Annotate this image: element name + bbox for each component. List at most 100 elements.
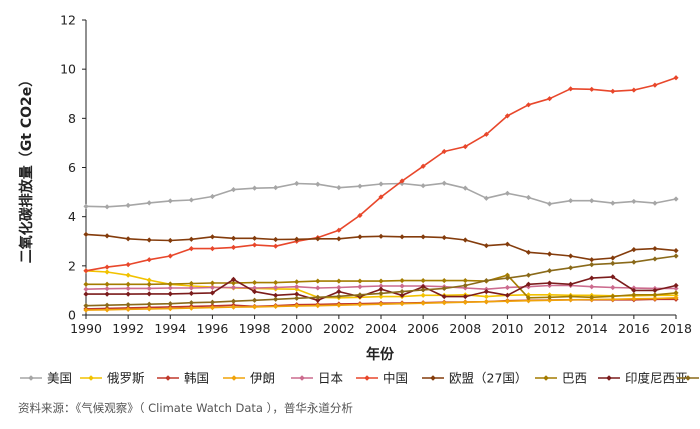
data-point [315, 236, 321, 242]
data-point [104, 307, 110, 313]
legend-swatch-marker [430, 375, 436, 381]
x-tick-label: 2004 [365, 321, 397, 336]
data-point [230, 280, 237, 286]
data-point [504, 113, 511, 119]
data-point [336, 284, 342, 291]
data-point [167, 306, 173, 312]
data-point [568, 281, 574, 287]
x-tick-label: 2006 [407, 321, 439, 336]
data-point [378, 286, 384, 292]
data-point [504, 241, 511, 247]
data-point [568, 86, 574, 92]
y-tick-label: 0 [68, 308, 76, 323]
data-point [399, 283, 405, 289]
legend-swatch-marker [299, 375, 305, 381]
data-point [167, 301, 173, 307]
data-point [673, 196, 679, 202]
legend-label: 伊朗 [250, 371, 275, 386]
x-tick-label: 2012 [534, 321, 566, 336]
data-point [378, 290, 384, 296]
data-point [230, 304, 237, 310]
data-point [230, 244, 237, 250]
data-point [251, 185, 258, 191]
data-point [631, 292, 637, 298]
data-point [315, 303, 321, 309]
data-point [441, 180, 447, 186]
data-point [589, 262, 595, 268]
data-point [673, 290, 679, 296]
data-point [188, 246, 194, 252]
source-note: 资料来源：《气候观察》（ Climate Watch Data ），普华永道分析 [18, 401, 353, 415]
data-point [462, 185, 468, 191]
data-point [610, 293, 616, 299]
data-point [568, 253, 574, 259]
x-tick-label: 2010 [492, 321, 524, 336]
data-point [146, 237, 152, 243]
series-3 [83, 295, 679, 313]
data-point [273, 279, 279, 286]
data-point [462, 282, 468, 289]
data-point [104, 281, 110, 287]
data-point [378, 278, 384, 284]
data-point [483, 293, 489, 300]
data-point [378, 293, 384, 300]
data-point [673, 247, 679, 254]
data-point [125, 302, 131, 308]
data-point [399, 292, 405, 298]
data-point [673, 253, 679, 259]
legend-item: 韩国 [157, 371, 209, 386]
x-tick-label: 1990 [70, 321, 102, 336]
data-point [610, 88, 616, 94]
data-point [652, 287, 658, 294]
data-point [504, 275, 511, 281]
data-point [251, 304, 258, 310]
data-point [631, 296, 637, 302]
data-point [420, 234, 426, 240]
data-point [251, 289, 258, 295]
data-point [610, 296, 616, 302]
data-point [610, 200, 616, 206]
data-point [483, 289, 489, 295]
data-point [525, 281, 532, 287]
data-point [209, 193, 216, 200]
data-point [378, 194, 384, 200]
data-point [589, 294, 595, 300]
data-point [209, 246, 216, 252]
legend-label: 欧盟（27国） [449, 371, 527, 386]
data-point [251, 242, 258, 248]
data-point [652, 200, 658, 206]
data-point [652, 295, 658, 302]
data-point [546, 294, 553, 300]
data-point [83, 268, 89, 274]
data-point [357, 183, 363, 189]
legend-item: 印度 [677, 375, 699, 381]
legend-label: 韩国 [184, 371, 209, 386]
data-point [525, 194, 532, 201]
data-point [399, 277, 405, 284]
data-point [546, 280, 553, 286]
data-point [589, 198, 595, 204]
data-point [631, 287, 637, 294]
data-point [83, 231, 89, 237]
data-point [125, 285, 131, 292]
legend-swatch-marker [606, 375, 612, 381]
series-8 [83, 274, 679, 303]
data-point [294, 291, 300, 297]
legend-item: 美国 [20, 371, 72, 386]
data-point [462, 299, 468, 305]
data-point [525, 249, 532, 255]
data-point [441, 148, 447, 155]
data-point [673, 285, 679, 292]
data-point [209, 284, 216, 291]
data-point [273, 292, 279, 298]
data-point [273, 236, 279, 243]
legend-item: 印度尼西亚 [598, 371, 688, 386]
legend-item: 欧盟（27国） [422, 371, 527, 386]
data-point [167, 253, 173, 259]
data-point [273, 303, 279, 309]
data-point [652, 256, 658, 262]
data-point [167, 237, 173, 244]
legend-item: 俄罗斯 [80, 371, 145, 386]
data-point [104, 233, 110, 239]
y-tick-label: 2 [68, 258, 76, 273]
